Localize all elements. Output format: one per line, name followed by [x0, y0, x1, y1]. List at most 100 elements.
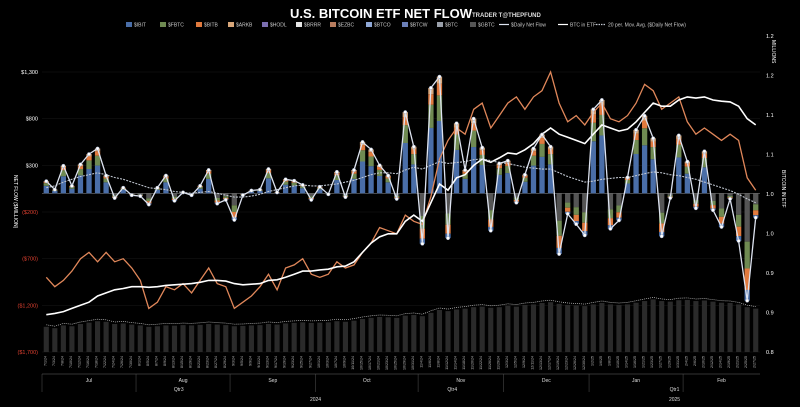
net-flow-point [292, 178, 297, 183]
net-flow-point [599, 98, 604, 102]
net-flow-point [625, 175, 630, 180]
total-flow-bar [129, 324, 135, 352]
date-label: 8/27/24 [214, 356, 218, 368]
net-flow-point [163, 173, 168, 178]
net-flow-point [420, 241, 425, 246]
net-flow-point [352, 168, 356, 172]
net-flow-bar [146, 198, 152, 202]
net-flow-bar [676, 144, 682, 158]
legend-entry: $BTCW [410, 23, 428, 29]
total-flow-bar [462, 308, 468, 352]
total-flow-bar [590, 304, 596, 352]
net-flow-bar [710, 193, 716, 201]
date-label: 9/17/24 [274, 356, 278, 368]
net-flow-bar [265, 170, 272, 173]
total-flow-bar [368, 317, 374, 352]
net-flow-point [608, 226, 613, 231]
date-label: 11/14/24 [454, 356, 458, 370]
net-flow-bar [351, 178, 357, 194]
net-flow-bar [488, 193, 494, 211]
net-flow-bar [530, 165, 537, 194]
date-label: 12/5/24 [513, 356, 517, 368]
net-flow-bar [453, 134, 460, 150]
legend-entry: $ARKB [236, 23, 253, 29]
total-flow-bar [351, 320, 357, 352]
net-flow-bar [471, 123, 477, 131]
right-tick-label: 1.0 [766, 232, 774, 238]
net-flow-point [736, 238, 741, 243]
gridlines [42, 71, 760, 353]
legend-swatch [470, 22, 476, 27]
net-flow-bar [197, 187, 203, 189]
total-flow-bar [453, 309, 460, 352]
net-flow-point [189, 193, 194, 198]
total-flow-bar [69, 326, 75, 352]
net-flow-bar [462, 173, 468, 179]
net-flow-bar [60, 176, 67, 194]
left-tick-label: $300 [26, 163, 38, 169]
date-label: 9/5/24 [240, 356, 244, 366]
net-flow-bar [52, 191, 58, 194]
total-flow-bar [325, 322, 331, 352]
date-label: 9/9/24 [248, 356, 252, 366]
net-flow-bar [223, 196, 229, 198]
net-flow-bar [334, 180, 340, 194]
net-flow-bar [112, 193, 118, 196]
net-flow-point [266, 167, 271, 172]
net-flow-bar [641, 120, 648, 129]
net-flow-bar [659, 212, 665, 224]
net-flow-bar [633, 133, 639, 141]
net-flow-bar [753, 210, 759, 216]
net-flow-bar [488, 210, 494, 220]
net-flow-bar [641, 115, 648, 121]
net-flow-bar [94, 155, 101, 166]
net-flow-bar [265, 172, 272, 179]
left-tick-label: $1,300 [21, 70, 38, 76]
net-flow-bar [505, 165, 511, 174]
right-axis-ticks: 1.2 1.2 1.1 1.1 1.0 1.0 0.9 0.9 0.8 [766, 34, 774, 356]
net-flow-point [44, 179, 49, 184]
legend-swatch [296, 22, 302, 27]
net-flow-bar [496, 168, 502, 175]
net-flow-bar [308, 193, 314, 197]
net-flow-bar [530, 151, 537, 156]
net-flow-bar [112, 195, 118, 197]
net-flow-bar [445, 193, 451, 214]
quarter-label: Qtr4 [447, 387, 457, 393]
date-label: 11/26/24 [488, 356, 492, 370]
date-label: 1/2/25 [590, 356, 594, 366]
net-flow-bar [471, 130, 477, 148]
total-flow-bar [479, 306, 485, 352]
date-label: 10/31/24 [411, 356, 415, 370]
total-flow-bar [248, 325, 254, 352]
net-flow-point [377, 163, 382, 168]
net-flow-bar [376, 167, 383, 170]
net-flow-bar [505, 173, 511, 194]
net-flow-bar [590, 122, 596, 142]
net-flow-bar [556, 193, 562, 221]
date-label: 2/6/25 [693, 356, 697, 366]
legend-entry: $HODL [270, 23, 287, 29]
net-flow-point [753, 215, 758, 220]
date-label: 7/12/24 [77, 356, 81, 368]
net-flow-bar [402, 125, 408, 143]
date-label: 8/15/24 [180, 356, 184, 368]
net-flow-point [446, 236, 450, 241]
right-tick-label: 1.2 [766, 74, 774, 80]
net-flow-bar [385, 178, 391, 183]
total-flow-bar [582, 306, 588, 352]
net-flow-point [198, 183, 203, 188]
date-label: 9/11/24 [257, 356, 261, 368]
net-flow-bar [317, 189, 323, 194]
total-flow-bar [394, 317, 400, 352]
net-flow-point [386, 173, 391, 178]
net-flow-bar [69, 187, 75, 189]
date-label: 2/14/25 [719, 356, 723, 368]
net-flow-point [531, 146, 536, 151]
legend-entry: $Daily Net Flow [511, 23, 546, 29]
net-flow-bar [376, 175, 383, 194]
net-flow-bar [676, 157, 682, 194]
total-flow-bar [556, 303, 562, 352]
daily-net-flow-line [45, 74, 757, 301]
net-flow-point [471, 116, 476, 121]
